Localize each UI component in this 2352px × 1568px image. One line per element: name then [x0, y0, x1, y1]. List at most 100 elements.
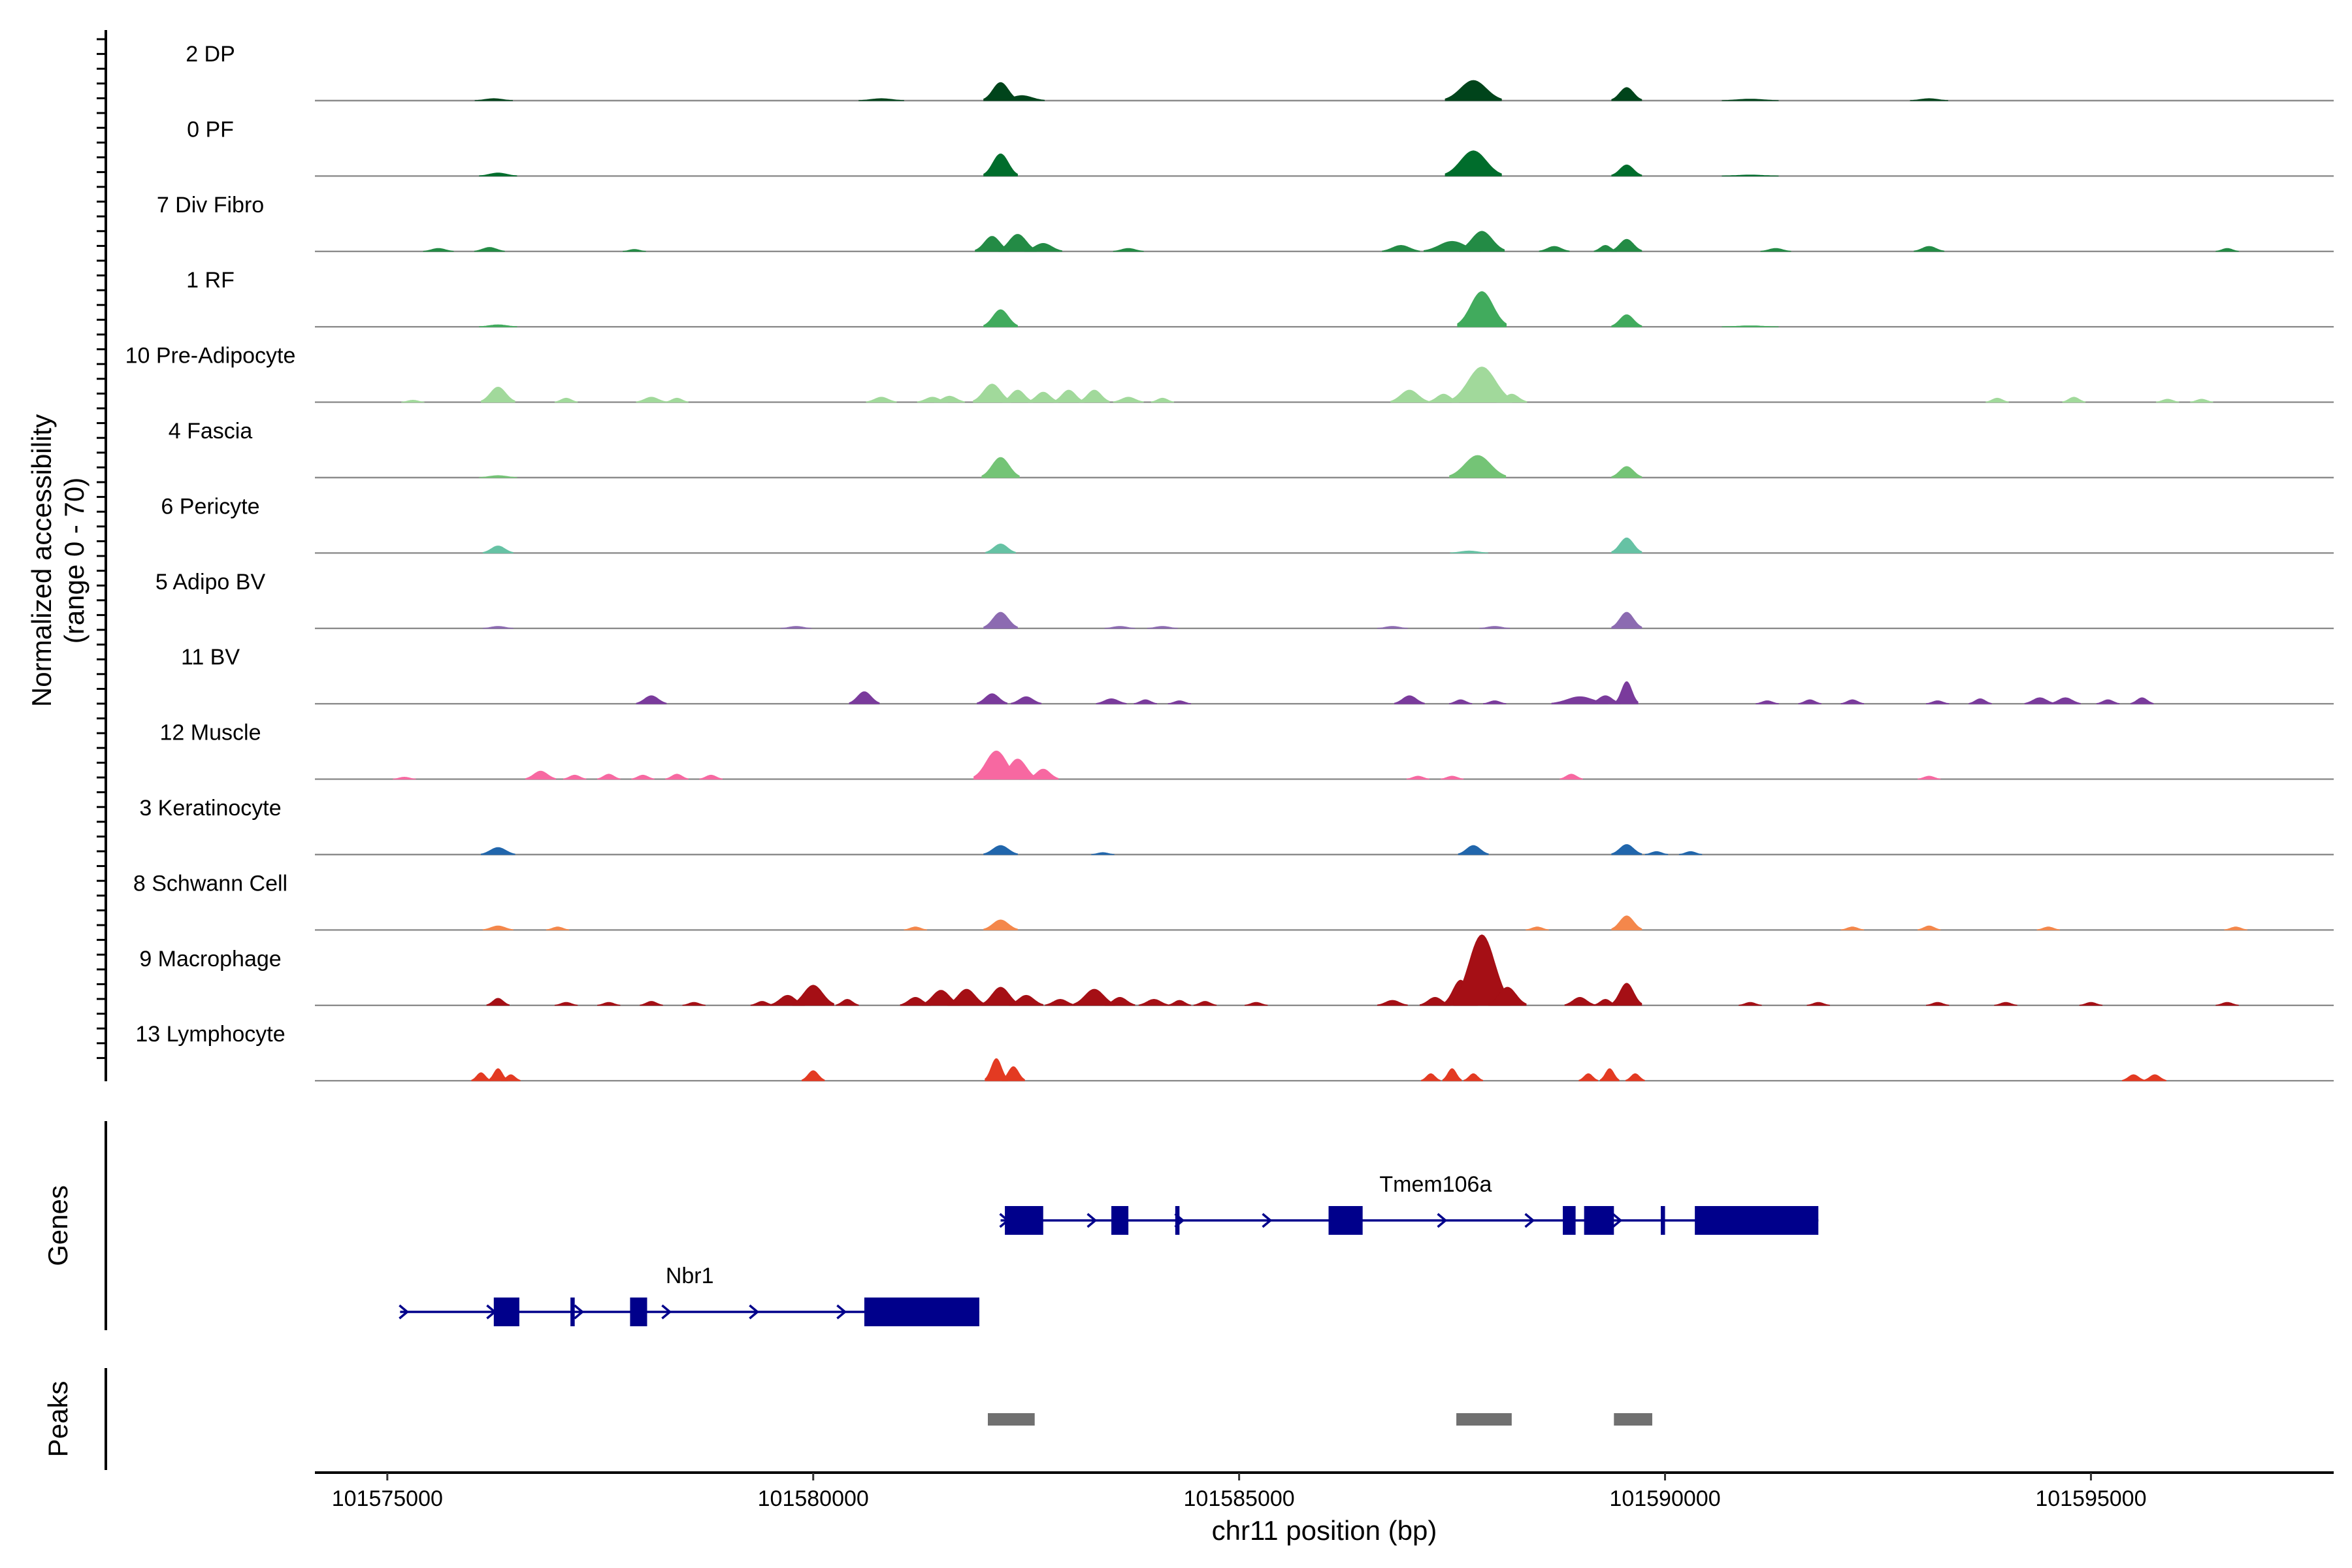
coverage-peak	[2036, 926, 2060, 930]
coverage-peak	[481, 386, 515, 403]
coverage-peak	[474, 98, 513, 101]
exon-block	[1661, 1206, 1665, 1235]
coverage-peak	[1113, 397, 1144, 403]
exon-block	[1695, 1206, 1819, 1235]
coverage-peak	[1445, 150, 1502, 176]
x-axis-title: chr11 position (bp)	[1212, 1515, 1437, 1546]
track-label: 3 Keratinocyte	[139, 796, 281, 821]
coverage-peak	[423, 248, 454, 252]
coverage-peak	[501, 1074, 521, 1081]
y-axis-title-line2: (range 0 - 70)	[59, 478, 90, 644]
coverage-peak	[849, 691, 880, 704]
coverage-peak	[1448, 699, 1473, 704]
gene-label: Nbr1	[666, 1264, 714, 1288]
gene-tmem106a: Tmem106a	[999, 1172, 1819, 1235]
gene-models: Tmem106a Nbr1	[399, 1172, 1819, 1326]
coverage-peak	[482, 925, 514, 930]
coverage-peak	[482, 546, 514, 553]
coverage-peak	[1611, 87, 1642, 101]
track-9-macrophage: 9 Macrophage	[139, 934, 2334, 1007]
coverage-peak	[983, 919, 1018, 930]
coverage-peak	[623, 249, 646, 252]
track-10-pre-adipocyte: 10 Pre-Adipocyte	[125, 344, 2334, 403]
coverage-peak	[1479, 626, 1511, 629]
coverage-peak	[1450, 550, 1488, 553]
coverage-peak	[1611, 983, 1642, 1006]
y-axis-title-line1: Normalized accessibility	[26, 414, 57, 707]
coverage-peak	[631, 774, 655, 780]
coverage-peak	[750, 1001, 774, 1006]
coverage-peak	[1539, 246, 1570, 252]
coverage-peak	[983, 845, 1018, 855]
coverage-peak	[1045, 998, 1076, 1006]
coverage-peak	[1985, 397, 2009, 403]
coverage-peak	[981, 987, 1020, 1006]
coverage-y-ticks	[97, 38, 106, 1059]
coverage-peak	[1918, 925, 1941, 930]
peak-regions	[988, 1413, 1652, 1426]
coverage-peak	[479, 172, 517, 176]
coverage-peak	[1168, 1000, 1192, 1006]
coverage-peak	[1926, 1002, 1950, 1006]
coverage-peak	[983, 309, 1018, 327]
coverage-peak	[1611, 844, 1642, 855]
coverage-peak	[1910, 98, 1948, 101]
coverage-peak	[858, 98, 904, 101]
coverage-peak	[2224, 926, 2247, 930]
track-0-pf: 0 PF	[187, 117, 2334, 177]
coverage-peak	[1483, 700, 1507, 704]
exon-block	[630, 1298, 647, 1326]
coverage-peak	[1611, 164, 1642, 176]
coverage-peak	[1442, 1068, 1462, 1081]
strand-arrow	[836, 1304, 847, 1320]
coverage-peak	[1526, 926, 1549, 930]
track-label: 4 Fascia	[169, 419, 253, 444]
coverage-peak	[1053, 389, 1085, 403]
coverage-peak	[2156, 399, 2180, 403]
track-label: 10 Pre-Adipocyte	[125, 344, 296, 368]
exon-block	[1175, 1206, 1180, 1235]
coverage-peak	[934, 395, 965, 403]
coverage-peak	[1002, 389, 1034, 403]
coverage-peak	[665, 397, 689, 403]
track-5-adipo-bv: 5 Adipo BV	[155, 570, 2334, 629]
track-label: 6 Pericyte	[161, 494, 259, 519]
coverage-peak	[1968, 698, 1992, 704]
coverage-peak	[1245, 1002, 1268, 1006]
track-label: 12 Muscle	[160, 721, 261, 745]
coverage-peak	[554, 1002, 578, 1006]
x-tick-label: 101590000	[1609, 1486, 1720, 1511]
coverage-peak	[1722, 174, 1779, 176]
coverage-peak	[1463, 1073, 1483, 1081]
coverage-peak	[665, 774, 689, 780]
coverage-peak	[1611, 915, 1642, 930]
coverage-peak	[2079, 1002, 2103, 1006]
coverage-peak	[1578, 1073, 1598, 1081]
coverage-peak	[474, 247, 505, 252]
track-1-rf: 1 RF	[186, 268, 2334, 328]
genes-row-label: Genes	[42, 1185, 73, 1266]
coverage-peak	[1113, 248, 1144, 252]
exon-block	[493, 1298, 519, 1326]
coverage-peak	[636, 695, 667, 704]
x-tick-label: 101575000	[332, 1486, 443, 1511]
coverage-peak	[1756, 700, 1779, 704]
coverage-peak	[1840, 926, 1865, 930]
exon-block	[1328, 1206, 1363, 1235]
coverage-peak	[546, 926, 570, 930]
coverage-peak	[1390, 389, 1429, 403]
coverage-peak	[1918, 776, 1941, 780]
coverage-peak	[1024, 242, 1062, 252]
track-2-dp: 2 DP	[186, 42, 2334, 102]
track-label: 7 Div Fibro	[157, 193, 264, 218]
coverage-peak	[1406, 776, 1430, 780]
coverage-peak	[1459, 231, 1505, 252]
coverage-peak	[1840, 699, 1865, 704]
coverage-peak	[1560, 774, 1583, 780]
coverage-peak	[1611, 612, 1642, 629]
coverage-peak	[1564, 996, 1595, 1006]
coverage-peak	[1458, 845, 1489, 855]
coverage-peak	[1011, 696, 1042, 704]
coverage-peak	[1445, 80, 1502, 101]
coverage-peak	[985, 543, 1016, 553]
